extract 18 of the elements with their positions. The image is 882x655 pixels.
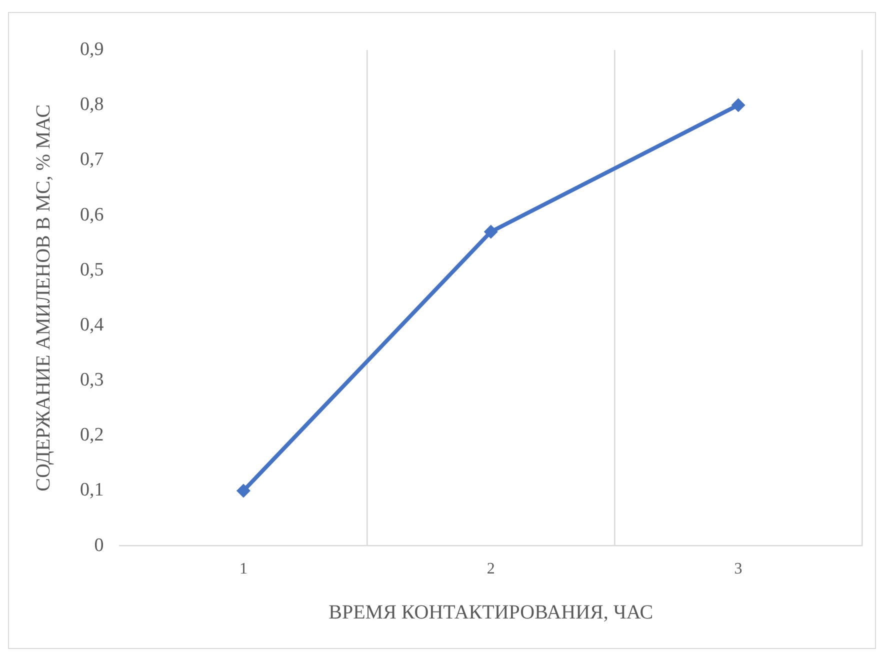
y-axis-title: СОДЕРЖАНИЕ АМИЛЕНОВ В МС, % МАС — [32, 104, 54, 492]
y-tick-label: 0 — [94, 534, 104, 556]
y-tick-label: 0,8 — [80, 94, 104, 116]
y-tick-label: 0,3 — [80, 370, 104, 391]
y-tick-label: 0,9 — [80, 38, 104, 60]
y-tick-label: 0,4 — [80, 314, 104, 336]
x-axis-title: ВРЕМЯ КОНТАКТИРОВАНИЯ, ЧАС — [328, 601, 654, 624]
point — [731, 98, 746, 112]
y-tick-label: 0,5 — [80, 259, 104, 280]
y-tick-label: 0,6 — [80, 204, 104, 226]
x-tick-label: 2 — [486, 560, 495, 578]
point — [484, 224, 498, 239]
x-tick-label: 3 — [734, 560, 742, 578]
y-tick-label: 0,2 — [80, 424, 104, 446]
point — [236, 484, 250, 498]
y-tick-label: 0,1 — [80, 480, 104, 501]
x-tick-label: 1 — [239, 560, 248, 578]
y-tick-label: 0,7 — [80, 149, 104, 170]
